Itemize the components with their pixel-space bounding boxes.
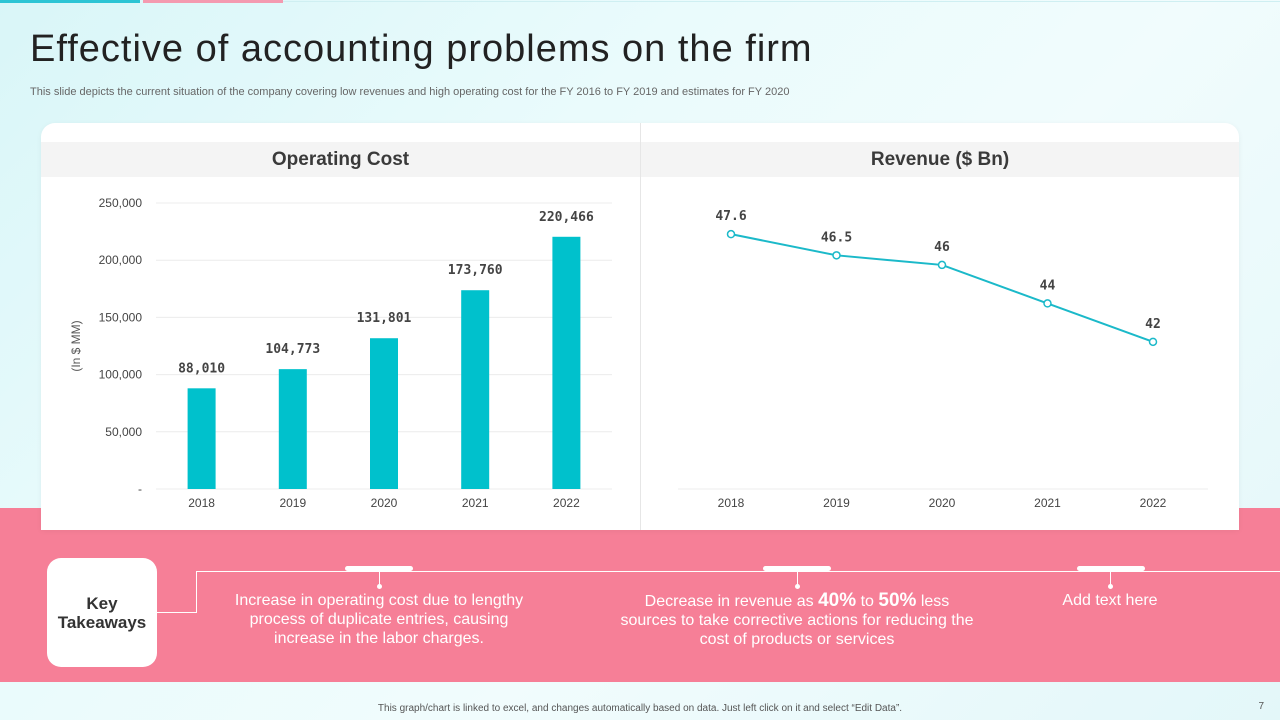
footer-note: This graph/chart is linked to excel, and… (377, 703, 903, 714)
charts-svg[interactable]: - 50,000 100,000 150,000 200,000 250,000 (In $… (41, 123, 1239, 530)
takeaway-1-line: increase in the labor charges. (274, 630, 484, 647)
takeaway-2-as: as (792, 593, 819, 610)
takeaway-2-text: Decrease in revenue as 40% to 50% less s… (606, 591, 988, 649)
y-axis-label: (In $ MM) (69, 320, 83, 371)
takeaway-1-line: Increase in operating cost due to length… (234, 592, 524, 609)
takeaway-2-post: less (916, 593, 950, 610)
takeaway-1-text: Increase in operating cost due to length… (218, 591, 540, 648)
bar-value-label: 104,773 (265, 342, 320, 357)
key-takeaways-line2: Takeaways (57, 612, 147, 632)
bar (370, 338, 398, 489)
line-value-label: 47.6 (715, 209, 746, 224)
takeaway-1-marker (345, 566, 413, 571)
takeaway-2-line: Decrease in revenue as 40% to 50% less (606, 591, 988, 611)
line-value-label: 46 (934, 240, 950, 255)
takeaway-1-line: process of duplicate entries, causing (249, 611, 509, 628)
bar (461, 290, 490, 489)
takeaway-1-dot (377, 584, 382, 589)
x-tick-label: 2019 (823, 496, 850, 510)
line-value-label: 46.5 (821, 230, 852, 245)
x-tick-label: 2022 (553, 496, 580, 510)
y-tick-label: 50,000 (105, 425, 142, 439)
takeaway-2-dot (795, 584, 800, 589)
bar-value-label: 88,010 (178, 361, 225, 376)
x-tick-label: 2022 (1140, 496, 1167, 510)
data-point (1148, 337, 1158, 347)
key-takeaways-line1: Key (86, 593, 118, 613)
takeaway-3-dot (1108, 584, 1113, 589)
takeaway-3-text[interactable]: Add text here (1062, 592, 1158, 609)
takeaway-1-pin (379, 572, 380, 586)
connector-line (157, 612, 197, 613)
bar (278, 369, 307, 489)
bar (187, 388, 216, 489)
slide-subtitle: This slide depicts the current situation… (30, 86, 790, 98)
key-takeaways-box: Key Takeaways (47, 558, 157, 667)
line-value-label: 44 (1040, 278, 1056, 293)
takeaway-2-pre: Decrease in revenue (644, 593, 793, 610)
x-tick-label: 2021 (1034, 496, 1061, 510)
operating-cost-title: Operating Cost (41, 142, 640, 177)
y-tick-label: - (138, 482, 142, 496)
data-point (726, 229, 736, 239)
takeaway-2-marker (763, 566, 831, 571)
y-tick-label: 100,000 (99, 368, 143, 382)
revenue-title: Revenue ($ Bn) (641, 142, 1239, 177)
x-tick-label: 2020 (929, 496, 956, 510)
y-tick-label: 150,000 (99, 310, 143, 324)
connector-line (196, 571, 197, 613)
timeline-line (196, 571, 1280, 572)
x-tick-label: 2020 (371, 496, 398, 510)
x-tick-label: 2018 (188, 496, 215, 510)
data-point (1043, 299, 1052, 308)
takeaway-2-to: to (856, 593, 879, 610)
top-accent-line-pink (143, 0, 283, 3)
y-tick-label: 250,000 (99, 196, 143, 210)
bar (552, 236, 581, 489)
bar-value-label: 131,801 (357, 311, 412, 326)
slide-title: Effective of accounting problems on the … (30, 28, 813, 70)
takeaway-3-pin (1110, 572, 1111, 586)
takeaway-2-pct2: 50% (878, 590, 917, 611)
takeaway-3-marker (1077, 566, 1145, 571)
line-value-label: 42 (1145, 317, 1161, 332)
takeaway-2-line: sources to take corrective actions for r… (620, 612, 974, 629)
takeaway-2-pin (797, 572, 798, 586)
data-point (937, 260, 947, 270)
takeaway-2-line: cost of products or services (699, 631, 895, 648)
card-divider (640, 123, 641, 530)
charts-card: Operating Cost Revenue ($ Bn) - 50,000 100… (41, 123, 1239, 530)
y-tick-label: 200,000 (99, 253, 143, 267)
x-tick-label: 2021 (462, 496, 489, 510)
takeaway-2-pct1: 40% (818, 590, 857, 611)
data-point (832, 251, 841, 260)
bar-value-label: 173,760 (448, 263, 503, 278)
x-tick-label: 2018 (718, 496, 745, 510)
takeaways-band (0, 508, 1280, 682)
page-number: 7 (1258, 701, 1264, 712)
bar-value-label: 220,466 (539, 210, 594, 225)
x-tick-label: 2019 (279, 496, 306, 510)
top-rule (283, 1, 1280, 2)
top-accent-line-teal (0, 0, 140, 3)
